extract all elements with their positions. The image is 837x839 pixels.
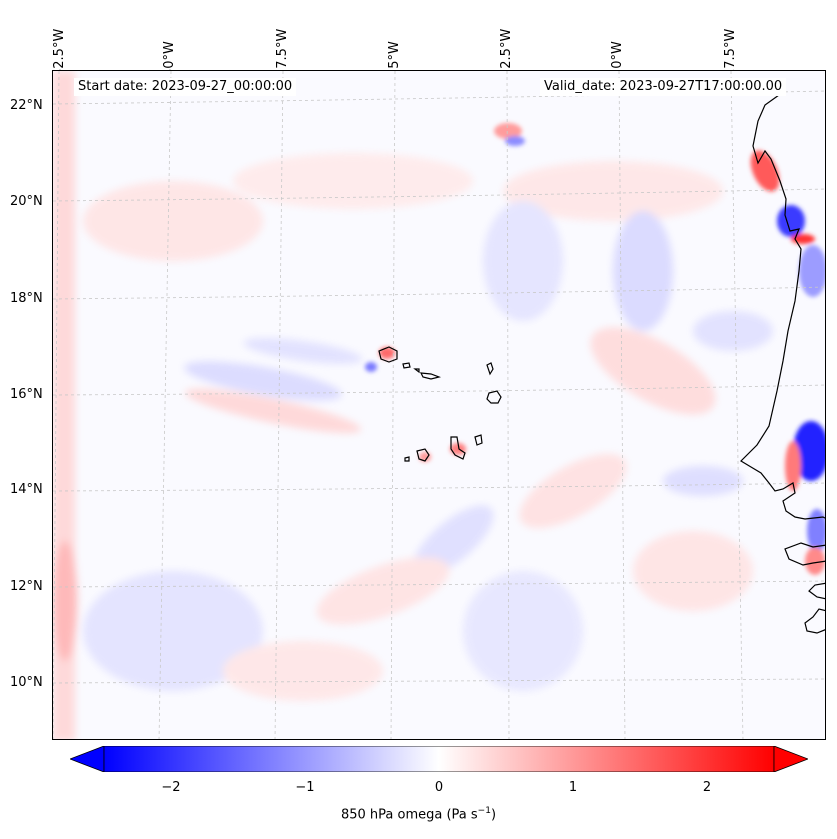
island-fogo (416, 448, 430, 462)
gridline-lon-25w (390, 71, 396, 739)
start-date-label: Start date: 2023-09-27_00:00:00 (74, 78, 297, 96)
map-gridlines (53, 71, 825, 739)
colorbar-tick-label: −1 (295, 780, 315, 795)
gridline-lat-16n (53, 384, 825, 396)
colorbar (68, 745, 810, 776)
lat-label-12n: 12°N (10, 579, 43, 594)
island-maio (474, 434, 483, 446)
island-sao-vicente (402, 362, 411, 369)
gridline-lat-22n (53, 90, 825, 105)
lat-label-22n: 22°N (10, 98, 43, 113)
island-sal (486, 362, 494, 376)
gridline-lat-12n (53, 580, 825, 588)
island-sao-nicolau (419, 372, 442, 380)
colorbar-title-suffix: ) (490, 807, 497, 823)
map-panel (52, 70, 826, 740)
omega-strong-features (365, 123, 825, 575)
gridline-lon-22-5w (506, 71, 510, 739)
omega-anomalies (53, 71, 773, 739)
colorbar-tick-label: 0 (434, 780, 444, 795)
colorbar-tick-label: 1 (568, 780, 578, 795)
valid-date-label: Valid_date: 2023-09-27T17:00:00.00 (540, 78, 787, 96)
cape-verde-islands (378, 346, 502, 462)
gridline-lon-27-5w (274, 71, 284, 739)
colorbar-extend-min (68, 745, 105, 773)
colorbar-title-exponent: −1 (477, 806, 491, 816)
island-boa-vista (486, 390, 502, 404)
gridline-lat-20n (53, 188, 825, 202)
colorbar-tick-label: 2 (702, 780, 712, 795)
lat-label-14n: 14°N (10, 482, 43, 497)
colorbar-graphic (68, 745, 810, 776)
lat-label-20n: 20°N (10, 194, 43, 209)
gridline-lat-18n (53, 286, 825, 300)
island-santa-luzia (413, 368, 420, 374)
colorbar-title-prefix: 850 hPa omega (Pa s (340, 807, 478, 823)
gridline-lat-10n (53, 678, 825, 684)
colorbar-title: 850 hPa omega (Pa s−1) (0, 806, 837, 822)
coastline-africa (740, 94, 825, 520)
island-santiago (450, 436, 466, 460)
island-brava (404, 456, 410, 462)
island-santo-antao (378, 346, 398, 363)
lat-label-18n: 18°N (10, 291, 43, 306)
lat-label-10n: 10°N (10, 675, 43, 690)
colorbar-body (103, 745, 775, 773)
gridline-lon-30w (158, 71, 172, 739)
coastline-gambia-guinea (784, 542, 825, 634)
gridline-lat-14n (53, 482, 825, 492)
omega-field-map (53, 71, 825, 739)
colorbar-tick-label: −2 (161, 780, 181, 795)
west-edge-strong-positive (53, 541, 77, 661)
colorbar-extend-max (773, 745, 810, 773)
gridline-lon-20w (618, 71, 626, 739)
gridline-lon-32-5w (53, 71, 60, 739)
lat-label-16n: 16°N (10, 387, 43, 402)
gridline-lon-17-5w (730, 71, 744, 739)
